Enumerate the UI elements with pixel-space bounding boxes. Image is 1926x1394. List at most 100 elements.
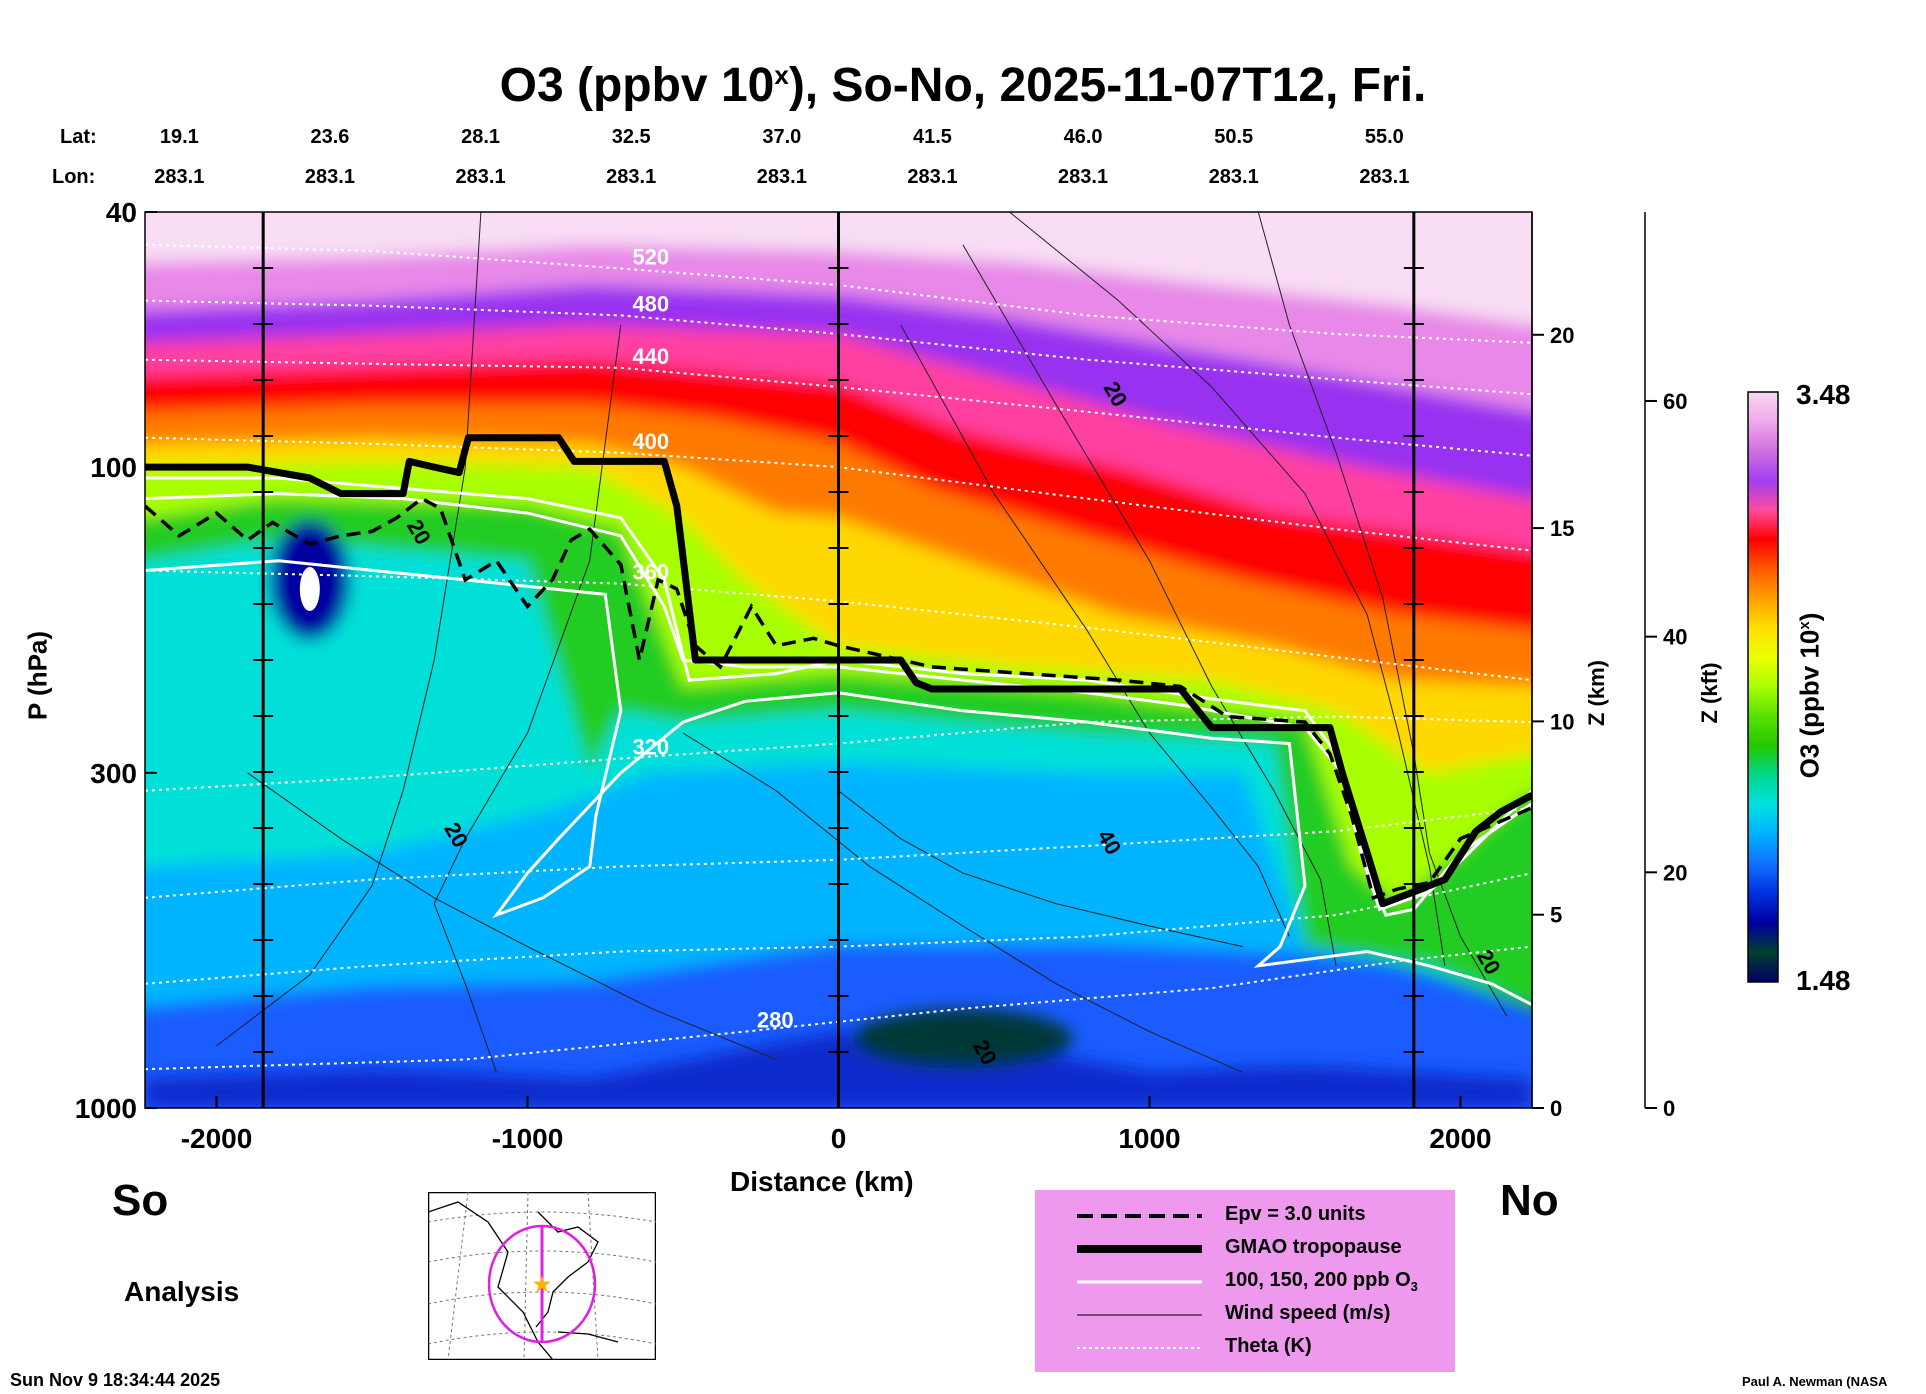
map-caribbean <box>557 1331 619 1343</box>
theta-label: 280 <box>757 1008 794 1033</box>
legend-label: GMAO tropopause <box>1225 1236 1402 1258</box>
wind-speed-contour <box>962 244 1337 966</box>
legend-label: Theta (K) <box>1225 1335 1312 1357</box>
z-kft-label-wrap: Z (kft) <box>1690 650 1730 750</box>
z-kft-tick-label: 0 <box>1663 1096 1675 1121</box>
wind-speed-contour <box>1257 212 1508 1017</box>
z-km-tick-label: 10 <box>1550 709 1574 734</box>
wind-speed-contour <box>216 212 482 1047</box>
theta-label: 520 <box>632 244 669 269</box>
colorbar-min-label: 1.48 <box>1796 965 1851 996</box>
epv-3-contour <box>145 496 1532 901</box>
legend-label: Wind speed (m/s) <box>1225 1302 1391 1324</box>
lon-value: 283.1 <box>756 166 807 188</box>
wind-speed-contour <box>1009 212 1446 966</box>
low-ozone-patch <box>852 1008 1073 1069</box>
z-km-label-wrap: Z (km) <box>1577 650 1617 750</box>
lat-value: 41.5 <box>912 126 952 148</box>
lon-value: 283.1 <box>154 166 205 188</box>
y-axis-label: P (hPa) <box>22 630 53 721</box>
lat-value: 32.5 <box>611 126 651 148</box>
theta-contour <box>145 945 1532 1071</box>
ozone-band <box>145 212 1532 325</box>
lat-value: 28.1 <box>461 126 501 148</box>
colorbar-label-wrap: O3 (ppbv 10x) <box>1790 600 1830 800</box>
legend-item: Wind speed (m/s) <box>1035 1299 1455 1329</box>
chart-title: O3 (ppbv 10x), So-No, 2025-11-07T12, Fri… <box>0 58 1926 113</box>
p-tick-label: 300 <box>90 758 137 789</box>
p-tick-label: 1000 <box>75 1093 137 1124</box>
timestamp: Sun Nov 9 18:34:44 2025 <box>10 1370 221 1390</box>
x-tick-label: 2000 <box>1429 1123 1491 1154</box>
theta-label: 400 <box>632 429 669 454</box>
lon-value: 283.1 <box>606 166 657 188</box>
x-tick-label: 1000 <box>1118 1123 1180 1154</box>
o3-200-contour <box>145 559 1532 1007</box>
colorbar-scale <box>1747 391 1779 983</box>
z-kft-tick-label: 40 <box>1663 625 1687 650</box>
z-km-tick-label: 20 <box>1550 323 1574 348</box>
colorbar: 3.48 1.48 <box>1747 379 1851 996</box>
map-coast-west <box>428 1201 554 1360</box>
gmao-tropopause <box>145 434 1532 908</box>
p-tick-label: 40 <box>106 197 137 228</box>
x-tick-label: 0 <box>831 1123 847 1154</box>
z-km-tick-label: 5 <box>1550 903 1562 928</box>
wind-speed-contour <box>838 790 1243 948</box>
wind-speed-contour <box>900 324 1290 937</box>
lon-value: 283.1 <box>1208 166 1259 188</box>
legend-swatch <box>1077 1245 1202 1253</box>
legend-label: 100, 150, 200 ppb O3 <box>1225 1269 1418 1294</box>
z-kft-axis-label: Z (kft) <box>1697 662 1722 724</box>
colorbar-label-end: ) <box>1794 612 1825 622</box>
z-km-axis-label: Z (km) <box>1584 660 1609 726</box>
title-rest: ), So-No, 2025-11-07T12, Fri. <box>788 59 1427 112</box>
legend-swatch <box>1077 1214 1202 1218</box>
lat-value: 46.0 <box>1063 126 1103 148</box>
lat-value: 50.5 <box>1214 126 1254 148</box>
x-tick-label: -2000 <box>181 1123 253 1154</box>
lat-value: 37.0 <box>762 126 802 148</box>
credit: Paul A. Newman (NASA <box>1742 1374 1888 1389</box>
z-kft-tick-label: 20 <box>1663 860 1687 885</box>
lat-row-label: Lat: <box>60 126 97 148</box>
lon-value: 283.1 <box>304 166 355 188</box>
legend-swatch <box>1077 1314 1202 1316</box>
inset-map: ★ <box>428 1192 656 1360</box>
legend-item: GMAO tropopause <box>1035 1233 1455 1263</box>
theta-label: 480 <box>632 291 669 316</box>
z-kft-tick-label: 60 <box>1663 389 1687 414</box>
north-label: No <box>1500 1176 1559 1225</box>
lat-value: 19.1 <box>159 126 199 148</box>
wind-speed-contour <box>682 732 1244 1073</box>
lon-row-label: Lon: <box>52 166 96 188</box>
p-tick-label: 100 <box>90 452 137 483</box>
title-superscript: x <box>774 60 789 90</box>
legend-swatch <box>1077 1280 1202 1284</box>
wind-speed-contour <box>247 772 777 1060</box>
title-main: O3 (ppbv 10 <box>499 59 775 112</box>
colorbar-label-sup: x <box>1795 621 1813 630</box>
lon-value: 283.1 <box>907 166 958 188</box>
lat-value: 23.6 <box>310 126 350 148</box>
x-axis-label: Distance (km) <box>730 1166 914 1197</box>
theta-label: 440 <box>632 344 669 369</box>
colorbar-axis-label: O3 (ppbv 10x) <box>1795 596 1826 796</box>
colorbar-max-label: 3.48 <box>1796 379 1851 410</box>
lon-value: 283.1 <box>1058 166 1109 188</box>
legend-swatch <box>1077 1347 1202 1349</box>
legend-item: Epv = 3.0 units <box>1035 1200 1455 1230</box>
o3-100-contour <box>145 492 1532 917</box>
z-km-tick-label: 15 <box>1550 516 1574 541</box>
south-label: So <box>112 1176 169 1225</box>
colorbar-label-main: O3 (ppbv 10 <box>1794 629 1825 779</box>
lon-value: 283.1 <box>1359 166 1410 188</box>
legend-label: Epv = 3.0 units <box>1225 1203 1366 1225</box>
analysis-label: Analysis <box>124 1276 240 1307</box>
lon-value: 283.1 <box>455 166 506 188</box>
legend-item: 100, 150, 200 ppb O3 <box>1035 1266 1455 1296</box>
legend-box: Epv = 3.0 units GMAO tropopause 100, 150, … <box>1035 1190 1455 1372</box>
map-center-star: ★ <box>533 1274 551 1296</box>
